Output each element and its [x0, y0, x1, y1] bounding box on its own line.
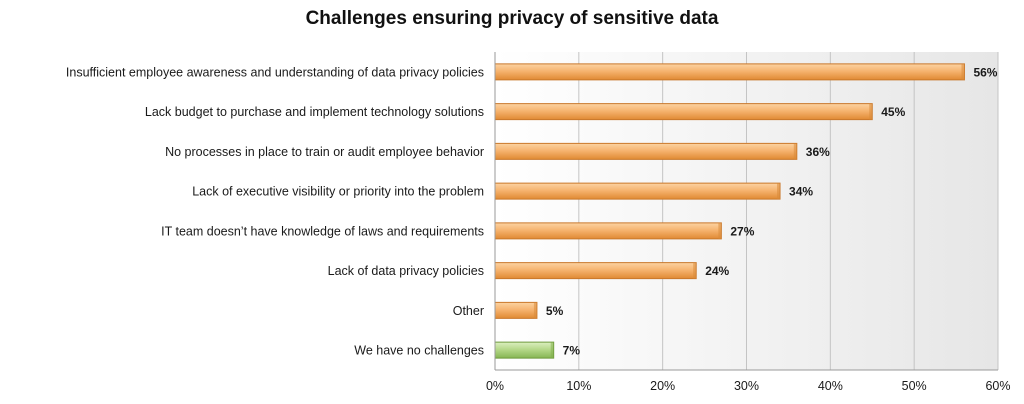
bar-end-cap	[693, 262, 697, 279]
category-label: Lack budget to purchase and implement te…	[145, 105, 484, 119]
x-tick-label: 0%	[486, 379, 504, 393]
bar-end-cap	[961, 63, 965, 80]
data-labels: 56% 45% 36% 34% 27% 24% 5% 7%	[546, 65, 998, 357]
bar	[494, 301, 538, 319]
bar	[494, 103, 873, 121]
category-label: Lack of data privacy policies	[328, 264, 484, 278]
data-label: 36%	[806, 145, 830, 159]
bar	[494, 341, 555, 359]
bar-end-cap	[550, 342, 554, 359]
bar-end-cap	[869, 103, 873, 120]
bar	[494, 63, 965, 81]
bar	[494, 142, 798, 160]
bar-end-cap	[793, 143, 797, 160]
data-label: 24%	[705, 264, 729, 278]
bar-end-cap	[777, 183, 781, 200]
x-tick-label: 50%	[902, 379, 927, 393]
x-tick-label: 10%	[566, 379, 591, 393]
category-label: We have no challenges	[354, 344, 484, 358]
x-tick-label: 20%	[650, 379, 675, 393]
bar-end-cap	[533, 302, 537, 319]
bars	[494, 63, 965, 359]
x-tick-label: 40%	[818, 379, 843, 393]
category-label: Insufficient employee awareness and unde…	[66, 65, 484, 79]
x-tick-label: 60%	[985, 379, 1010, 393]
category-label: No processes in place to train or audit …	[165, 145, 484, 159]
x-tick-label: 30%	[734, 379, 759, 393]
data-label: 7%	[563, 344, 581, 358]
data-label: 45%	[881, 105, 905, 119]
category-label: Other	[453, 304, 484, 318]
category-label: Lack of executive visibility or priority…	[192, 185, 484, 199]
data-label: 34%	[789, 185, 813, 199]
data-label: 27%	[730, 224, 754, 238]
bar	[494, 262, 697, 280]
data-label: 5%	[546, 304, 564, 318]
bar	[494, 182, 781, 200]
chart-title: Challenges ensuring privacy of sensitive…	[306, 8, 719, 29]
bar-end-cap	[718, 222, 722, 239]
category-label: IT team doesn’t have knowledge of laws a…	[161, 224, 484, 238]
bar	[494, 222, 722, 240]
x-axis-ticks: 0% 10% 20% 30% 40% 50% 60%	[486, 379, 1011, 393]
data-label: 56%	[973, 65, 997, 79]
category-labels: Insufficient employee awareness and unde…	[66, 65, 484, 357]
